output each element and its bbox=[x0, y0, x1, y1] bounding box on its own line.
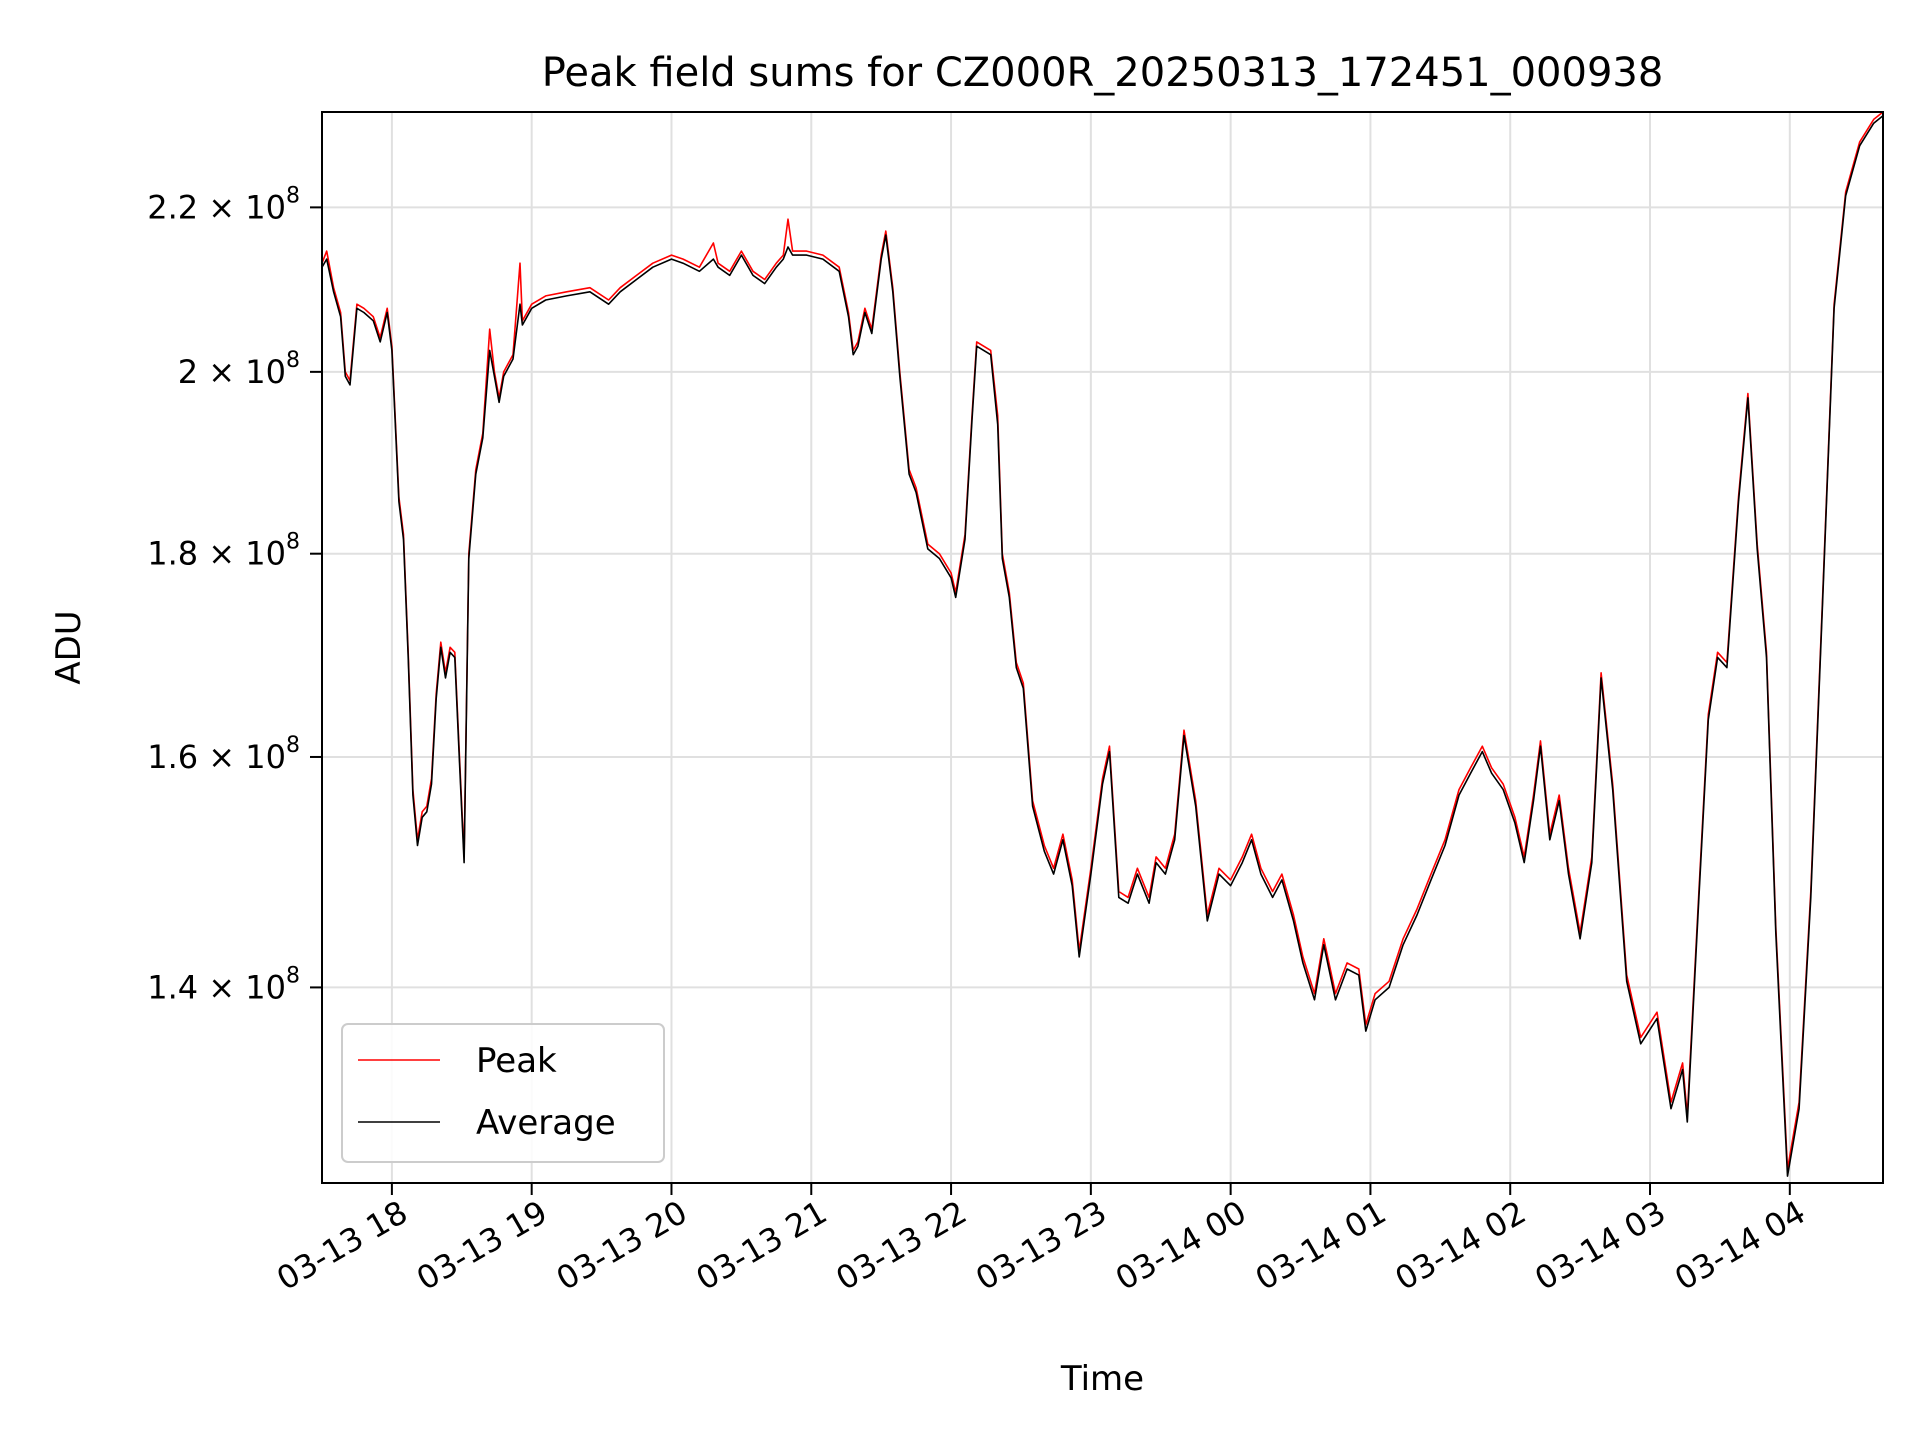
y-tick-label: 1.6 × 108 bbox=[147, 733, 300, 776]
y-tick-label: 1.8 × 108 bbox=[147, 530, 300, 573]
legend-label-peak: Peak bbox=[476, 1041, 557, 1081]
y-tick-label-exponent: 8 bbox=[286, 530, 300, 555]
grid bbox=[322, 112, 1883, 1183]
y-tick-label-exponent: 8 bbox=[286, 733, 300, 758]
x-axis-label: Time bbox=[1060, 1359, 1144, 1399]
series-lines bbox=[322, 112, 1883, 1177]
plot-frame bbox=[321, 111, 1884, 1184]
y-tick-label: 1.4 × 108 bbox=[147, 963, 300, 1006]
y-tick-label: 2.2 × 108 bbox=[147, 183, 300, 226]
y-axis-label: ADU bbox=[49, 610, 89, 684]
legend-box bbox=[341, 1023, 665, 1163]
y-tick-label-base: 2.2 × 10 bbox=[147, 188, 286, 226]
y-tick-label-base: 1.8 × 10 bbox=[147, 535, 286, 573]
y-tick-label-exponent: 8 bbox=[286, 348, 300, 373]
legend: Peak Average bbox=[341, 1023, 665, 1163]
y-tick-label-exponent: 8 bbox=[286, 183, 300, 208]
y-tick-label-base: 1.4 × 10 bbox=[147, 968, 286, 1006]
y-tick-label-exponent: 8 bbox=[286, 963, 300, 988]
y-tick-label: 2 × 108 bbox=[178, 348, 300, 391]
series-line-average bbox=[322, 115, 1883, 1177]
y-tick-label-base: 2 × 10 bbox=[178, 353, 286, 391]
legend-label-average: Average bbox=[476, 1103, 616, 1143]
chart-title: Peak field sums for CZ000R_20250313_1724… bbox=[542, 50, 1664, 96]
y-tick-label-base: 1.6 × 10 bbox=[147, 738, 286, 776]
